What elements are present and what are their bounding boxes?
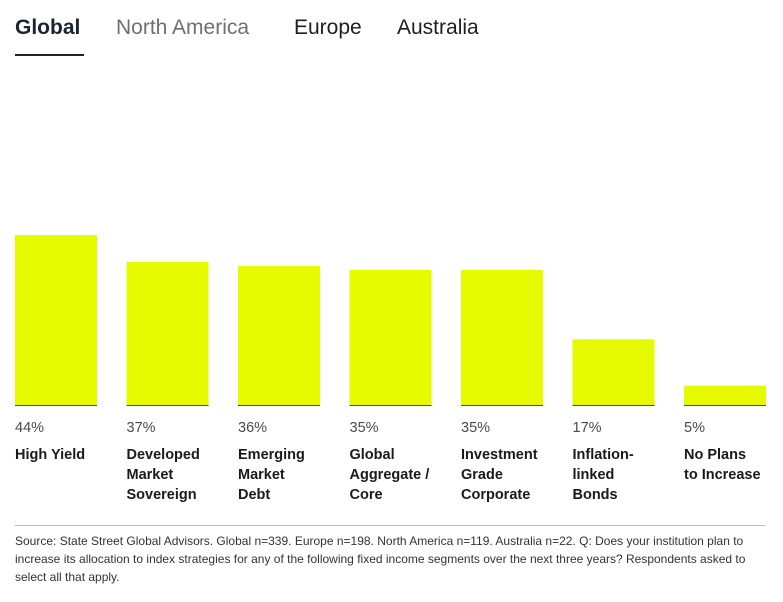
category-label-5: Inflation-linked Bonds [573, 447, 634, 503]
bar-0 [15, 235, 97, 405]
bar-2 [238, 265, 320, 405]
value-label-1: 37% [127, 420, 156, 436]
tab-global[interactable]: Global [15, 16, 81, 39]
category-label-1: Developed Market Sovereign [127, 447, 200, 503]
category-label-0: High Yield [15, 447, 85, 463]
bar-chart: 44% High Yield 37% Developed Market Sovereign… [15, 235, 766, 503]
tab-australia[interactable]: Australia [397, 16, 479, 39]
bar-6 [684, 385, 766, 405]
value-label-0: 44% [15, 420, 44, 436]
bar-1 [126, 262, 209, 405]
category-label-2: Emerging Market Debt [238, 447, 305, 503]
value-label-6: 5% [684, 420, 705, 436]
divider [15, 525, 765, 526]
tab-europe[interactable]: Europe [294, 16, 362, 39]
source-note: Source: State Street Global Advisors. Gl… [15, 534, 746, 584]
value-label-4: 35% [461, 420, 490, 436]
active-tab-indicator [15, 54, 84, 56]
bar-4 [461, 269, 543, 405]
category-label-6: No Plans to Increase [684, 447, 761, 483]
bar-5 [572, 339, 655, 405]
value-label-2: 36% [238, 420, 267, 436]
category-label-3: Global Aggregate / Core [350, 447, 430, 503]
value-label-3: 35% [350, 420, 379, 436]
value-label-5: 17% [573, 420, 602, 436]
tab-north-america[interactable]: North America [116, 16, 250, 39]
category-label-4: Investment Grade Corporate [461, 447, 538, 503]
bar-3 [349, 269, 432, 405]
